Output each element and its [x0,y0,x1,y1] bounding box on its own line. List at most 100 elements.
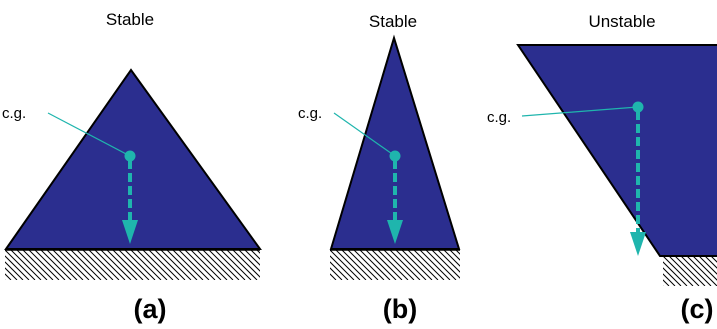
hatch-line [118,250,150,280]
hatch-line [698,256,717,275]
panel-c-cg-dot [632,101,644,113]
hatch-line [166,250,198,280]
hatch-line [28,250,60,280]
hatch-line [184,250,216,280]
panel-a-cg-dot [124,150,136,162]
panel-b-cg-leader [333,112,396,157]
hatch-line [5,267,18,280]
hatch-line [330,279,331,280]
panel-a-arrowhead [122,220,138,244]
hatch-line [663,267,682,286]
hatch-line [178,250,210,280]
hatch-line [443,250,460,267]
panel-c: Unstable c.g. (c) [487,12,717,324]
hatch-line [480,250,510,280]
hatch-line [674,256,706,286]
hatch-line [22,250,54,280]
hatch-line [250,250,260,260]
hatch-line [34,250,66,280]
hatch-line [5,261,24,280]
panel-c-title: Unstable [588,12,655,31]
hatch-line [383,250,415,280]
hatch-line [330,250,361,280]
panel-c-cg-leader [521,106,639,117]
hatch-line [365,250,397,280]
hatch-line [330,273,337,280]
hatch-line [449,250,460,261]
hatch-line [455,250,460,255]
hatch-line [238,250,260,272]
hatch-line [94,250,126,280]
hatch-line [710,256,717,263]
hatch-line [347,250,379,280]
hatch-line [232,250,260,278]
hatch-line [106,250,138,280]
panel-c-caption: (c) [681,294,714,324]
hatch-line [663,256,694,286]
narrow-triangle-shape [329,34,461,250]
hatch-line [82,250,114,280]
panel-b-title: Stable [369,12,417,31]
hatch-line [124,250,156,280]
hatch-line [419,250,451,280]
hatch-line [680,256,712,286]
panel-a-ground-hatch [5,250,317,280]
panel-b-caption: (b) [383,294,417,324]
panel-a-caption: (a) [134,294,167,324]
hatch-line [269,250,299,280]
hatch-line [100,250,132,280]
hatch-line [214,250,246,280]
panel-a-title: Stable [106,10,154,29]
hatch-line [208,250,240,280]
hatch-line [5,273,12,280]
hatch-line [88,250,120,280]
hatch-line [275,250,305,280]
hatch-line [474,250,504,280]
hatch-line [263,250,293,280]
hatch-line [462,250,492,280]
hatch-line [413,250,445,280]
hatch-line [330,267,343,280]
hatch-line [686,256,717,286]
hatch-line [371,250,403,280]
hatch-line [40,250,72,280]
panel-a-cg-label: c.g. [2,105,26,122]
panel-b-arrowhead [387,220,403,244]
hatch-line [172,250,204,280]
hatch-line [5,279,6,280]
hatch-line [663,285,664,286]
hatch-line [58,250,90,280]
hatch-line [244,250,260,266]
hatch-line [160,250,192,280]
hatch-line [202,250,234,280]
hatch-line [52,250,84,280]
hatch-line [70,250,102,280]
hatch-line [431,250,460,279]
panel-a-cg-leader [47,112,131,157]
hatch-line [142,250,174,280]
hatch-line [341,250,373,280]
hatch-line [220,250,252,280]
hatch-line [5,250,36,280]
overhanging-shape [516,44,717,257]
hatch-line [76,250,108,280]
hatch-line [377,250,409,280]
hatch-line [287,250,317,280]
hatch-line [395,250,427,280]
hatch-line [112,250,144,280]
hatch-line [330,255,355,280]
panel-c-cg-label: c.g. [487,109,511,126]
panel-c-ground-hatch [663,256,717,286]
panel-b: Stable c.g. (b) [298,12,510,324]
hatch-line [425,250,457,280]
hatch-line [154,250,186,280]
hatch-line [359,250,391,280]
hatch-line [663,273,676,286]
hatch-line [10,250,42,280]
hatch-line [256,250,260,254]
hatch-line [663,261,688,286]
panel-c-arrowhead [630,232,646,256]
hatch-line [5,255,30,280]
hatch-line [64,250,96,280]
